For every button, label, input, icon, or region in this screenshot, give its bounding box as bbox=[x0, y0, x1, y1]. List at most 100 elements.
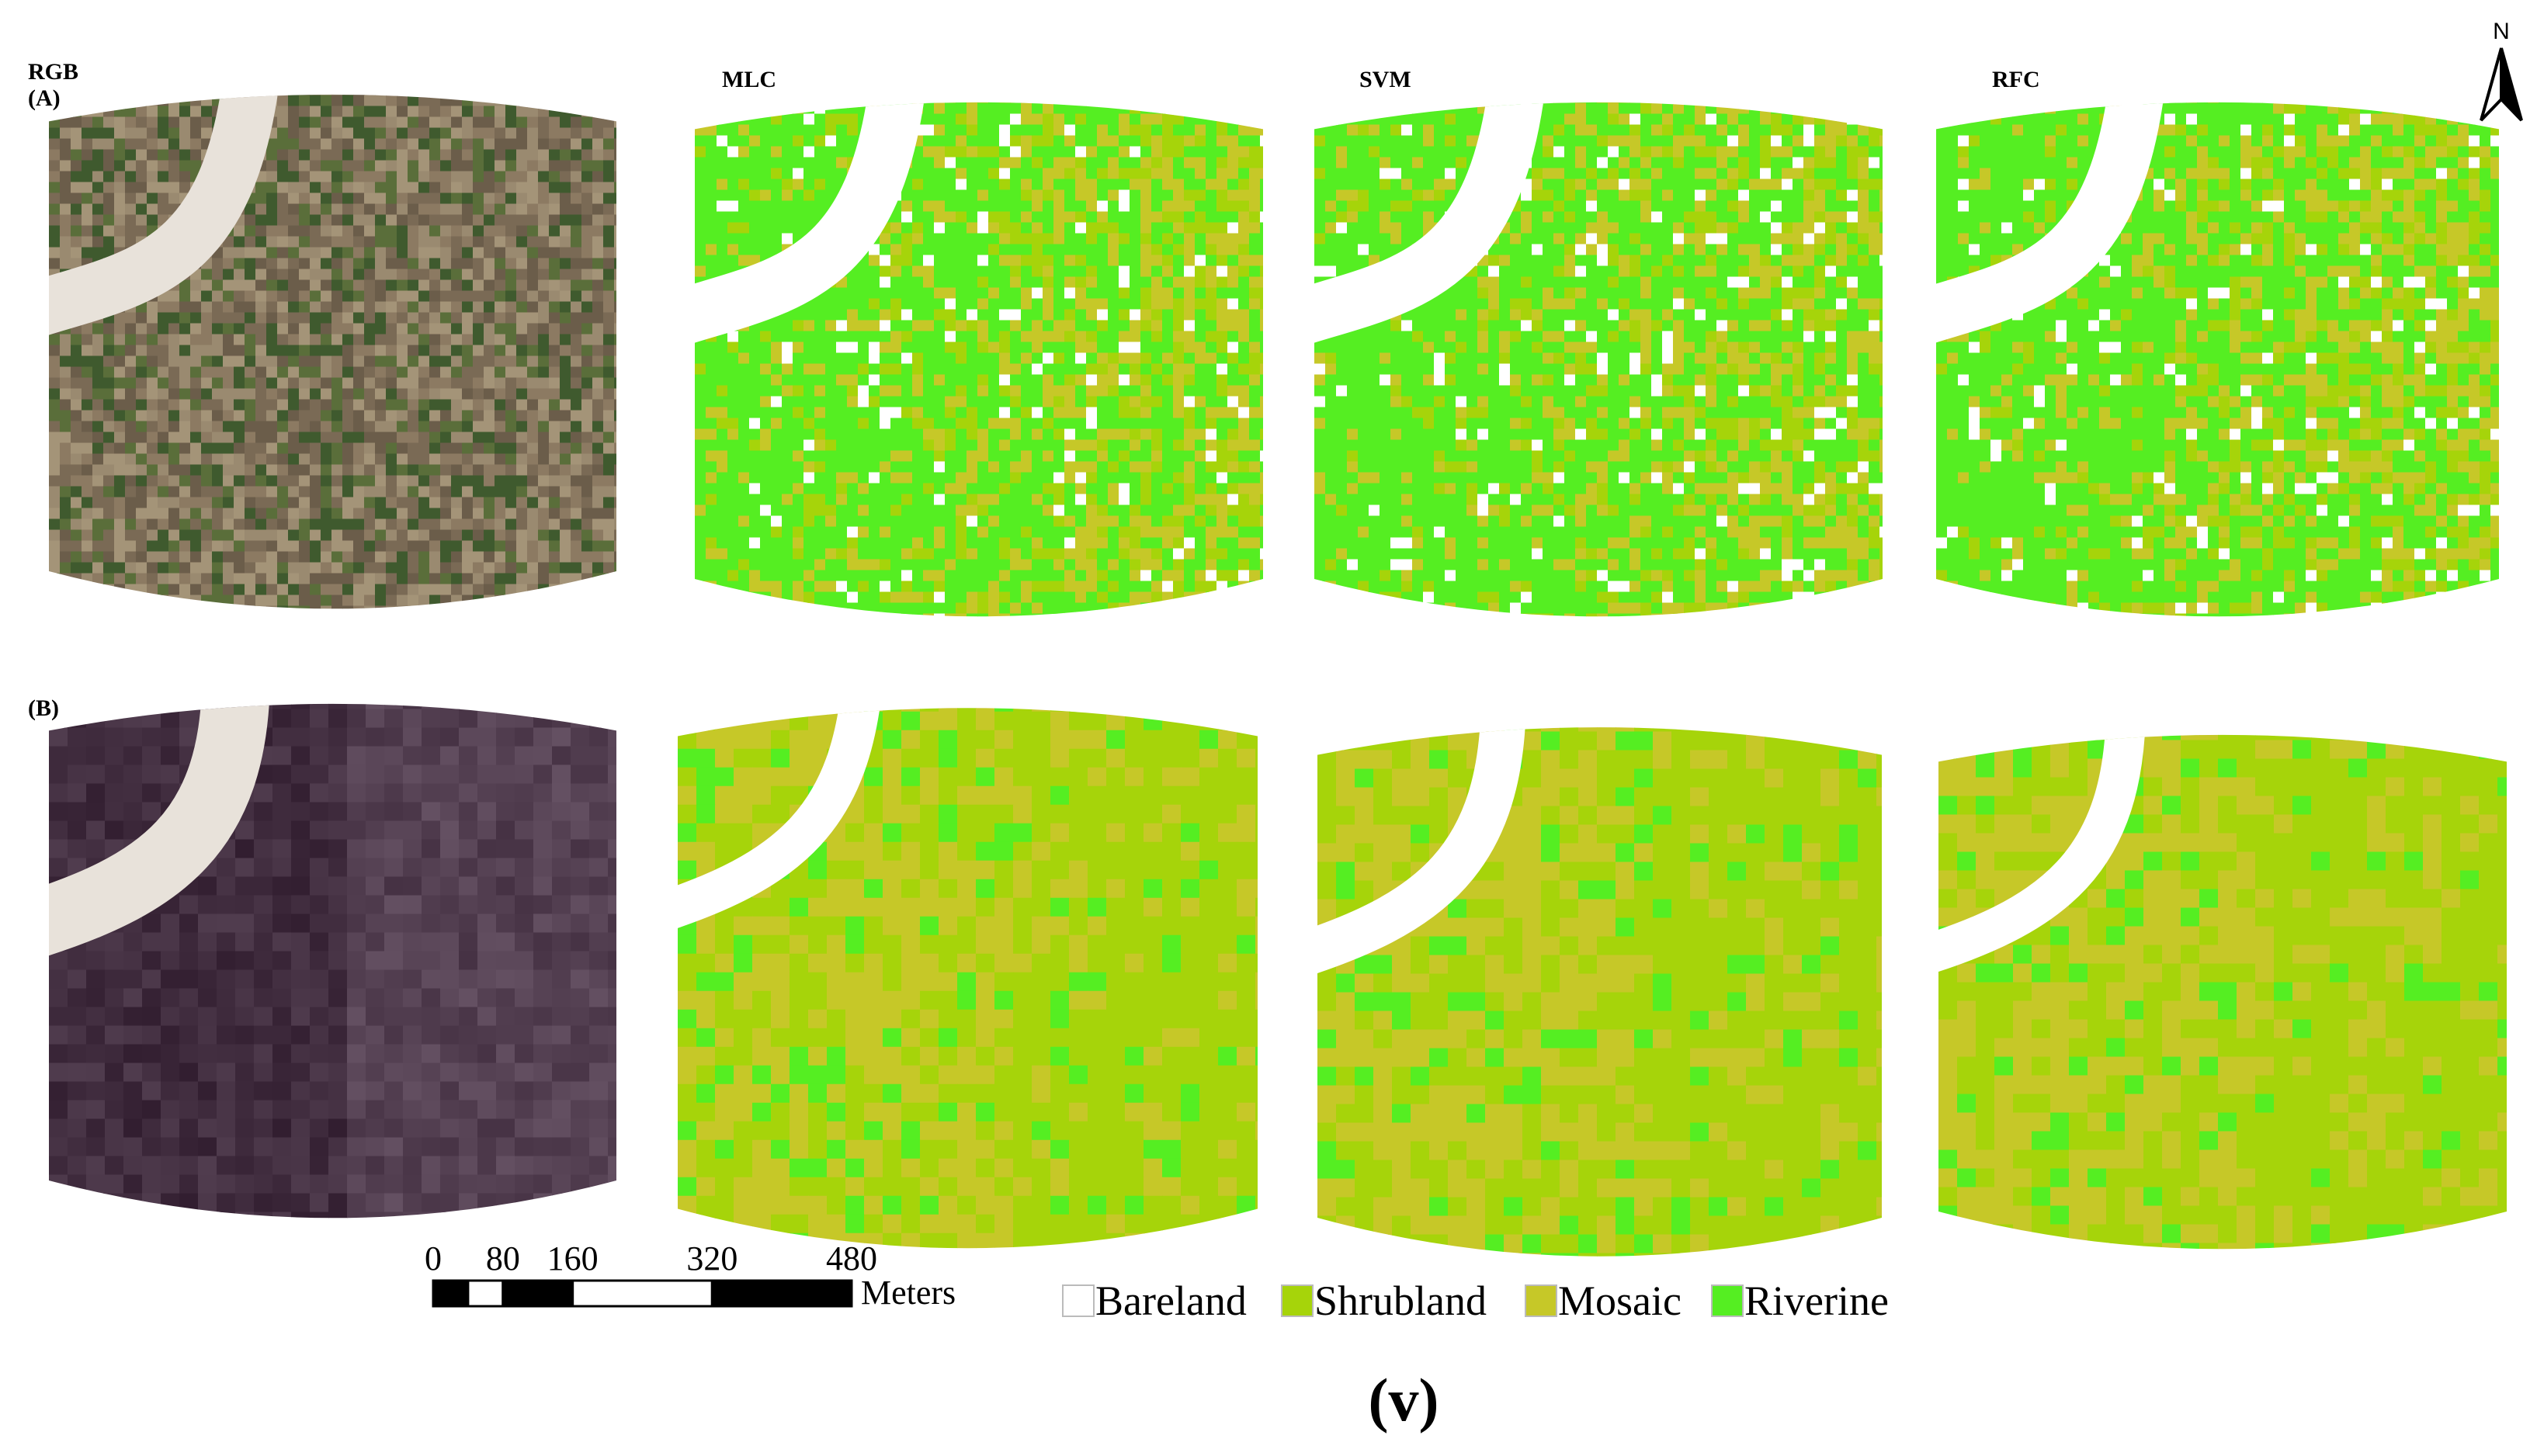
pixel bbox=[1173, 276, 1185, 289]
pixel bbox=[706, 244, 717, 256]
pixel bbox=[331, 410, 343, 422]
pixel bbox=[1119, 71, 1130, 82]
pixel bbox=[825, 494, 837, 506]
pixel bbox=[484, 595, 495, 607]
pixel bbox=[1119, 200, 1130, 213]
pixel bbox=[695, 179, 706, 191]
pixel bbox=[988, 385, 1000, 397]
pixel bbox=[1043, 265, 1054, 278]
pixel bbox=[158, 301, 169, 314]
pixel bbox=[1195, 189, 1206, 202]
pixel bbox=[1151, 265, 1163, 278]
pixel bbox=[956, 461, 967, 473]
pixel bbox=[266, 214, 278, 227]
pixel bbox=[956, 233, 967, 245]
pixel bbox=[136, 345, 148, 357]
pixel bbox=[1162, 363, 1174, 376]
pixel bbox=[727, 407, 739, 419]
pixel bbox=[234, 584, 245, 596]
pixel bbox=[956, 124, 967, 137]
pixel bbox=[1053, 211, 1065, 224]
pixel bbox=[1010, 179, 1022, 191]
pixel bbox=[484, 464, 495, 477]
pixel bbox=[923, 211, 935, 224]
pixel bbox=[934, 113, 946, 126]
pixel bbox=[299, 628, 311, 640]
pixel bbox=[223, 508, 234, 520]
pixel bbox=[516, 453, 528, 466]
pixel bbox=[749, 352, 761, 365]
pixel bbox=[505, 562, 517, 574]
pixel bbox=[299, 432, 311, 444]
pixel bbox=[125, 334, 137, 346]
pixel bbox=[114, 95, 126, 107]
pixel bbox=[988, 298, 1000, 310]
pixel bbox=[1162, 418, 1174, 430]
pixel bbox=[223, 74, 234, 85]
pixel bbox=[825, 189, 837, 202]
pixel bbox=[1216, 113, 1228, 126]
pixel bbox=[592, 453, 604, 466]
pixel bbox=[738, 396, 750, 408]
pixel bbox=[527, 106, 539, 118]
pixel bbox=[245, 551, 256, 563]
pixel bbox=[977, 189, 989, 202]
pixel bbox=[614, 312, 616, 324]
pixel bbox=[603, 95, 615, 107]
pixel bbox=[912, 461, 924, 473]
pixel bbox=[1075, 418, 1087, 430]
pixel bbox=[1010, 439, 1022, 452]
pixel bbox=[103, 182, 115, 194]
pixel bbox=[1173, 331, 1185, 343]
pixel bbox=[179, 595, 191, 607]
pixel bbox=[538, 421, 550, 433]
pixel bbox=[158, 160, 169, 172]
pixel bbox=[71, 421, 82, 433]
pixel bbox=[945, 124, 956, 137]
pixel bbox=[266, 63, 278, 75]
pixel bbox=[364, 453, 376, 466]
pixel bbox=[158, 475, 169, 487]
pixel bbox=[560, 639, 571, 650]
pixel bbox=[505, 529, 517, 542]
pixel bbox=[49, 464, 61, 477]
pixel bbox=[440, 269, 452, 281]
pixel bbox=[1010, 385, 1022, 397]
pixel bbox=[614, 214, 616, 227]
pixel bbox=[1195, 255, 1206, 267]
pixel bbox=[825, 157, 837, 169]
pixel bbox=[516, 464, 528, 477]
pixel bbox=[288, 301, 300, 314]
pixel bbox=[538, 290, 550, 303]
pixel bbox=[353, 160, 365, 172]
pixel bbox=[158, 192, 169, 205]
pixel bbox=[440, 290, 452, 303]
pixel bbox=[331, 628, 343, 640]
pixel bbox=[967, 363, 978, 376]
pixel bbox=[869, 341, 880, 354]
pixel bbox=[1238, 102, 1250, 115]
pixel bbox=[49, 399, 61, 411]
pixel bbox=[1206, 276, 1217, 289]
pixel bbox=[364, 551, 376, 563]
pixel bbox=[49, 475, 61, 487]
pixel bbox=[375, 63, 387, 75]
pixel bbox=[495, 410, 506, 422]
pixel bbox=[1173, 189, 1185, 202]
pixel bbox=[527, 432, 539, 444]
pixel bbox=[571, 236, 582, 248]
pixel bbox=[912, 341, 924, 354]
pixel bbox=[901, 450, 913, 463]
pixel bbox=[418, 160, 430, 172]
pixel bbox=[803, 461, 815, 473]
pixel bbox=[967, 418, 978, 430]
pixel bbox=[245, 573, 256, 585]
pixel bbox=[321, 529, 332, 542]
pixel bbox=[516, 290, 528, 303]
pixel bbox=[749, 428, 761, 441]
pixel bbox=[71, 192, 82, 205]
pixel bbox=[310, 345, 321, 357]
pixel bbox=[1227, 385, 1239, 397]
pixel bbox=[71, 453, 82, 466]
pixel bbox=[484, 345, 495, 357]
